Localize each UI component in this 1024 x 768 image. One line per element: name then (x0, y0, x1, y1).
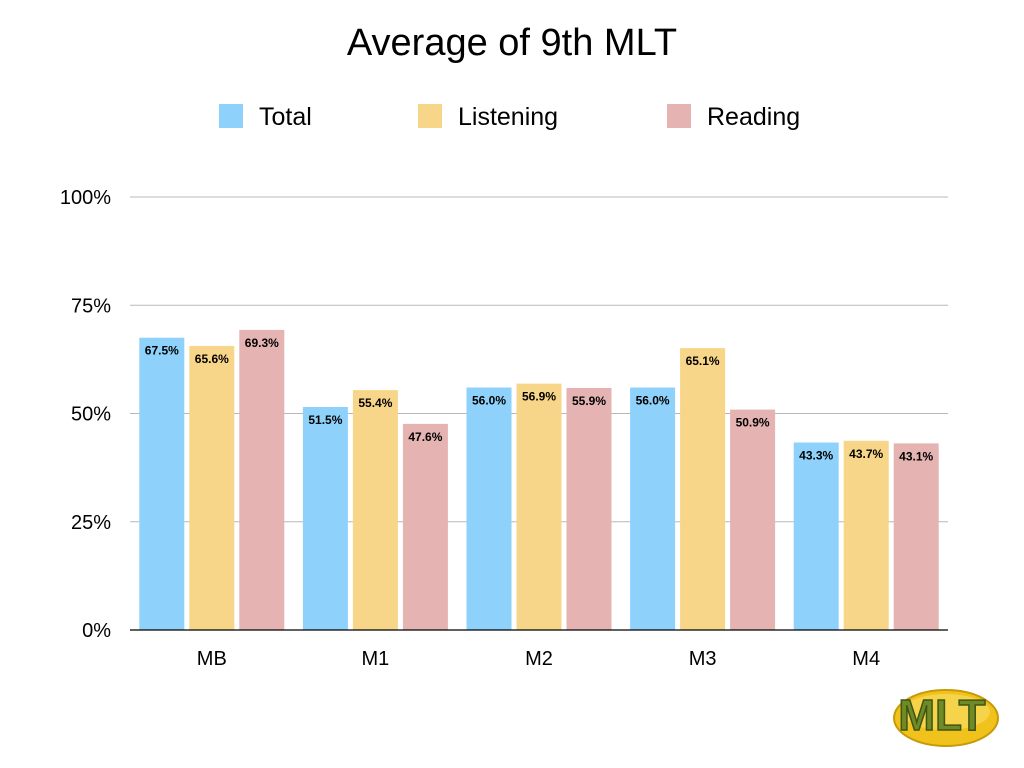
data-label: 43.7% (849, 447, 883, 461)
legend-swatch (418, 104, 442, 128)
chart-title: Average of 9th MLT (346, 22, 678, 64)
bars: 67.5% 65.6% 69.3% 51.5% 55.4% 47.6% 56.0% 56.9%… (139, 329, 939, 630)
bar-m4-reading (893, 443, 939, 630)
data-label: 50.9% (736, 416, 770, 430)
x-axis: MB M1 M2 M3 M4 (130, 629, 948, 670)
bar-m1-listening (352, 390, 398, 630)
data-label: 51.5% (308, 413, 342, 427)
y-tick-label: 0% (82, 620, 111, 642)
x-tick-label: M1 (362, 648, 390, 670)
bar-m2-reading (566, 387, 612, 630)
legend-swatch (667, 104, 691, 128)
logo-lettering: MLT (898, 691, 985, 740)
data-label: 65.1% (686, 354, 720, 368)
y-axis: 0% 25% 50% 75% 100% (60, 187, 111, 642)
x-tick-label: M3 (689, 648, 717, 670)
x-tick-label: M2 (525, 648, 553, 670)
bar-m4-total (793, 442, 839, 630)
legend-label: Listening (458, 103, 558, 131)
bar-m4-listening (843, 440, 889, 630)
legend-label: Reading (707, 103, 800, 131)
data-label: 56.0% (636, 394, 670, 408)
bar-m3-total (630, 387, 676, 630)
bar-mb-reading (239, 329, 285, 630)
legend-item-listening: Listening (418, 103, 558, 131)
data-label: 67.5% (145, 344, 179, 358)
bar-mb-listening (189, 345, 235, 630)
bar-m3-listening (680, 348, 726, 630)
legend-label: Total (259, 103, 312, 131)
data-label: 56.9% (522, 390, 556, 404)
bar-mb-total (139, 337, 185, 630)
data-label: 47.6% (408, 430, 442, 444)
x-tick-label: MB (197, 648, 227, 670)
y-tick-label: 75% (71, 295, 111, 317)
data-label: 56.0% (472, 394, 506, 408)
data-label: 55.9% (572, 394, 606, 408)
legend-swatch (219, 104, 243, 128)
bar-m1-total (302, 407, 348, 630)
data-label: 65.6% (195, 352, 229, 366)
bar-m2-listening (516, 383, 562, 630)
y-tick-label: 100% (60, 187, 111, 209)
y-tick-label: 50% (71, 404, 111, 426)
data-label: 55.4% (358, 396, 392, 410)
bar-m2-total (466, 387, 512, 630)
data-label: 69.3% (245, 336, 279, 350)
legend: Total Listening Reading (219, 103, 800, 131)
x-tick-label: M4 (852, 648, 880, 670)
data-label: 43.3% (799, 449, 833, 463)
legend-item-reading: Reading (667, 103, 800, 131)
mlt-logo: MLT (884, 680, 1004, 750)
bar-m1-reading (402, 423, 448, 630)
legend-item-total: Total (219, 103, 312, 131)
y-tick-label: 25% (71, 512, 111, 534)
data-label: 43.1% (899, 449, 933, 463)
bar-m3-reading (730, 409, 776, 630)
